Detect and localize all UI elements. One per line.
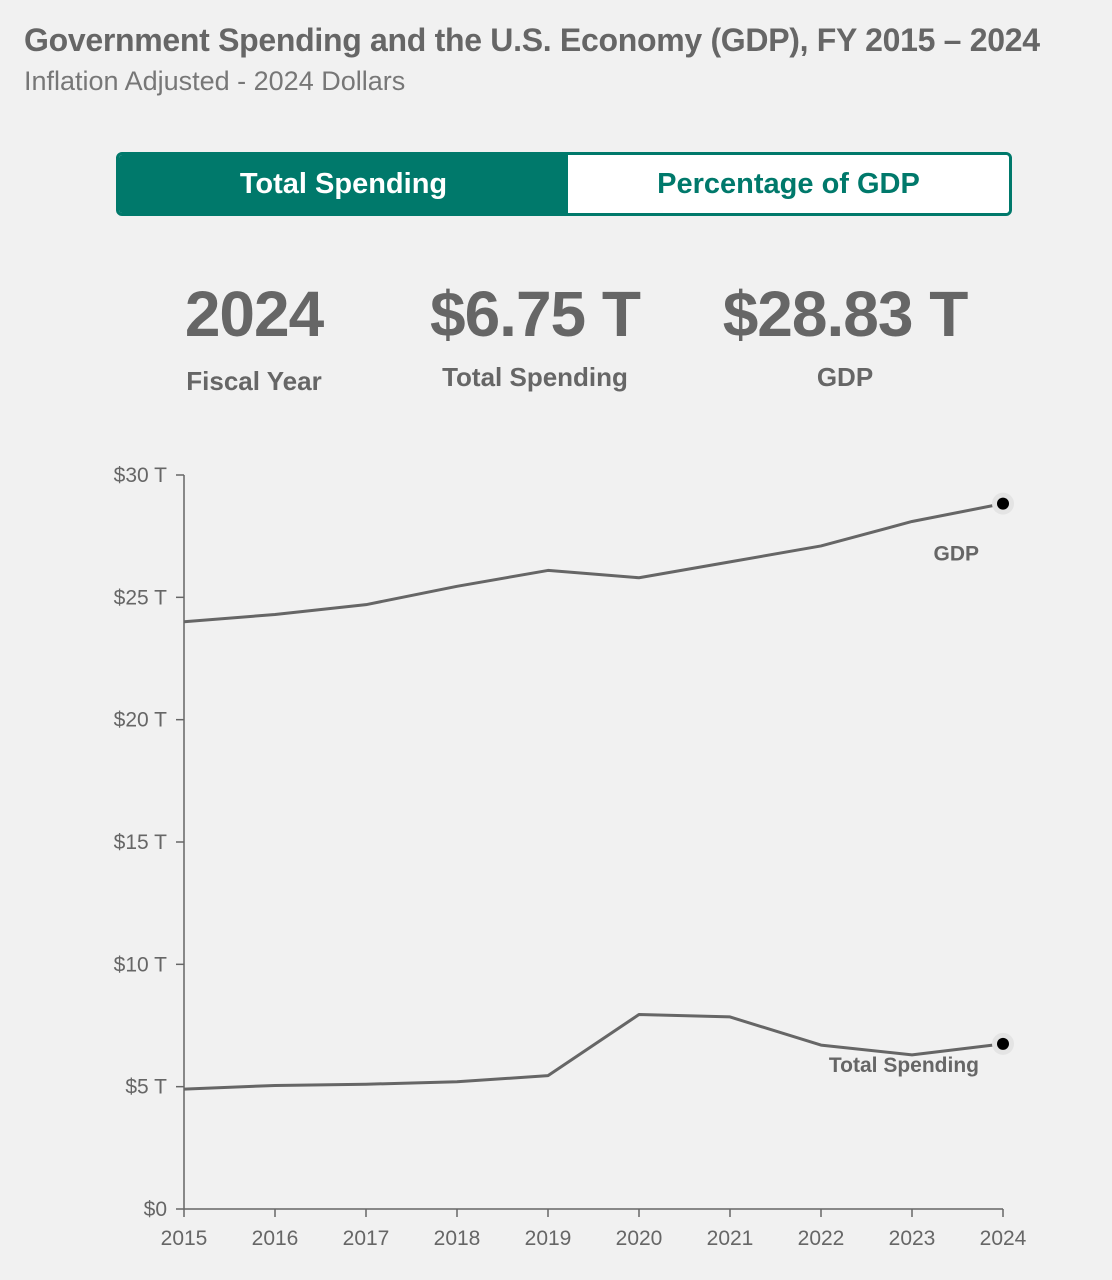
- gdp-value: $28.83 T: [722, 278, 969, 350]
- y-axis: $0 $5 T $10 T $15 T $20 T $25 T $30 T: [114, 464, 185, 1221]
- x-tick-label: 2016: [252, 1227, 299, 1250]
- total-spending-series-label: Total Spending: [829, 1054, 979, 1077]
- gdp-stat: $28.83 T GDP: [685, 278, 1005, 393]
- y-tick-label: $20 T: [114, 709, 167, 732]
- gdp-label: GDP: [816, 362, 874, 392]
- total-spending-tab[interactable]: Total Spending: [119, 155, 568, 213]
- x-tick-label: 2023: [889, 1227, 936, 1250]
- y-tick-label: $30 T: [114, 464, 167, 487]
- x-tick-label: 2021: [707, 1227, 754, 1250]
- y-tick-label: $10 T: [114, 953, 167, 976]
- chart-subtitle: Inflation Adjusted - 2024 Dollars: [24, 66, 406, 96]
- series-layer: GDP Total Spending: [183, 492, 1014, 1091]
- view-toggle: Total Spending Percentage of GDP: [116, 152, 1012, 216]
- x-axis: 2015 2016 2017 2018 2019 2020 2021 2022 2023 2024: [161, 1208, 1027, 1250]
- y-tick-label: $0: [144, 1198, 167, 1221]
- gdp-series-label: GDP: [933, 543, 979, 566]
- total-spending-label: Total Spending: [442, 362, 628, 392]
- total-spending-line: [183, 1012, 1004, 1091]
- percentage-of-gdp-tab[interactable]: Percentage of GDP: [568, 155, 1009, 213]
- x-tick-label: 2022: [798, 1227, 845, 1250]
- fiscal-year-stat: 2024 Fiscal Year: [94, 278, 414, 397]
- total-spending-marker[interactable]: [997, 1037, 1009, 1050]
- x-tick-label: 2018: [434, 1227, 481, 1250]
- gdp-marker[interactable]: [997, 497, 1009, 510]
- fiscal-year-value: 2024: [184, 278, 324, 350]
- total-spending-stat: $6.75 T Total Spending: [375, 278, 695, 393]
- fiscal-year-label: Fiscal Year: [186, 366, 322, 396]
- line-chart: $0 $5 T $10 T $15 T $20 T $25 T $30 T 2015 2016…: [114, 464, 1027, 1250]
- x-tick-label: 2020: [616, 1227, 663, 1250]
- x-tick-label: 2015: [161, 1227, 208, 1250]
- x-tick-label: 2019: [525, 1227, 572, 1250]
- y-tick-label: $5 T: [125, 1076, 167, 1099]
- total-spending-value: $6.75 T: [429, 278, 641, 350]
- x-tick-label: 2024: [980, 1227, 1027, 1250]
- chart-title: Government Spending and the U.S. Economy…: [24, 22, 1040, 58]
- y-tick-label: $25 T: [114, 586, 167, 609]
- y-tick-label: $15 T: [114, 831, 167, 854]
- gdp-line: [183, 502, 1004, 624]
- x-tick-label: 2017: [343, 1227, 390, 1250]
